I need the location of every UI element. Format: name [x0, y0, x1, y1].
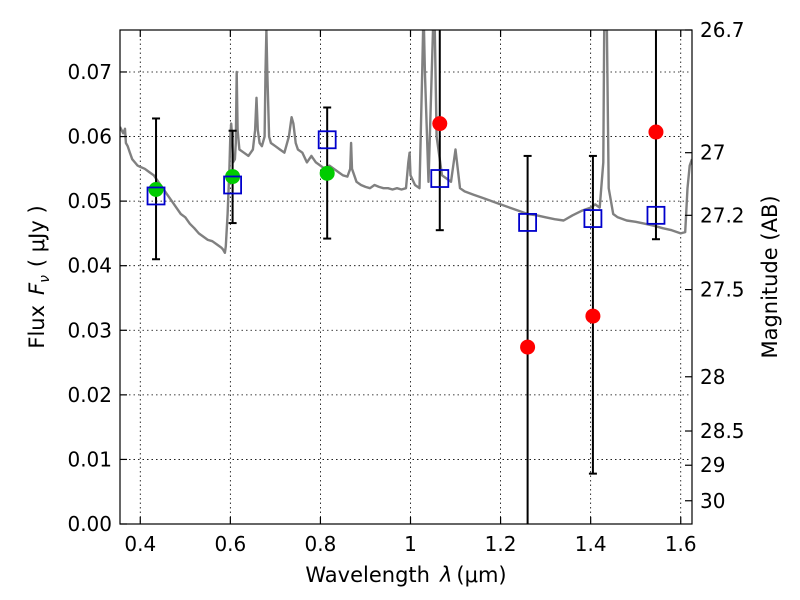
red-point [432, 116, 448, 132]
x-tick-label: 0.6 [214, 532, 246, 556]
x-tick-label: 0.4 [124, 532, 156, 556]
model-square [583, 209, 603, 228]
error-bars [146, 30, 666, 524]
x-axis-label-unit: (μm) [456, 563, 506, 587]
model-square [146, 186, 166, 206]
x-tick-label: 1.4 [575, 532, 607, 556]
model-square [646, 205, 666, 225]
x-tick-label: 1 [404, 532, 417, 556]
red-point [585, 308, 601, 324]
red-point [520, 339, 536, 355]
x-tick-label: 0.8 [305, 532, 337, 556]
y-tick-label: 0.00 [67, 512, 112, 536]
x-axis-label-prefix: Wavelength [305, 563, 430, 587]
grid [120, 30, 692, 524]
y-tick-label: 0.04 [67, 254, 112, 278]
model-square [223, 175, 242, 195]
model-square [430, 169, 450, 188]
y2-tick-label: 28.5 [700, 419, 745, 443]
y-axis-label-unit: ( μJy ) [25, 205, 49, 267]
y2-tick-label: 27.5 [700, 278, 745, 302]
y2-tick-label: 26.7 [700, 18, 745, 42]
spectrum-line [120, 30, 692, 254]
y-tick-label: 0.03 [67, 318, 112, 342]
y2-tick-label: 28 [700, 365, 725, 389]
y-axis-label-subscript: ν [37, 275, 53, 283]
y2-axis-label: Magnitude (AB) [758, 195, 782, 358]
y-tick-label: 0.06 [67, 125, 112, 149]
y2-tick-label: 30 [700, 489, 725, 513]
y-tick-label: 0.07 [67, 60, 112, 84]
detection-point [148, 182, 164, 198]
y-tick-label: 0.02 [67, 383, 112, 407]
y2-tick-label: 29 [700, 453, 725, 477]
y2-tick-label: 27 [700, 141, 725, 165]
y-axis-label-prefix: Flux [25, 305, 49, 349]
axes-frame [119, 29, 693, 525]
model-square [518, 213, 538, 232]
model-square [317, 130, 337, 150]
x-axis-label: Wavelength λ (μm) [305, 563, 506, 587]
y2-tick-label: 27.2 [700, 203, 745, 227]
x-tick-label: 1.2 [485, 532, 517, 556]
detection-point [319, 165, 335, 181]
y-tick-label: 0.05 [67, 189, 112, 213]
x-tick-label: 1.6 [665, 532, 697, 556]
red-point [648, 124, 664, 140]
plot-area [120, 30, 692, 254]
x-axis-label-symbol: λ [439, 563, 452, 587]
y-axis-label-symbol: F [25, 282, 49, 295]
ticks: 0.4 0.6 0.8 1 1.2 1.4 1.6 0.00 0.01 0.02 0.03 0.04 0… [67, 18, 744, 556]
y-axis-label: Flux Fν ( μJy ) [25, 205, 53, 348]
y-tick-label: 0.01 [67, 447, 112, 471]
